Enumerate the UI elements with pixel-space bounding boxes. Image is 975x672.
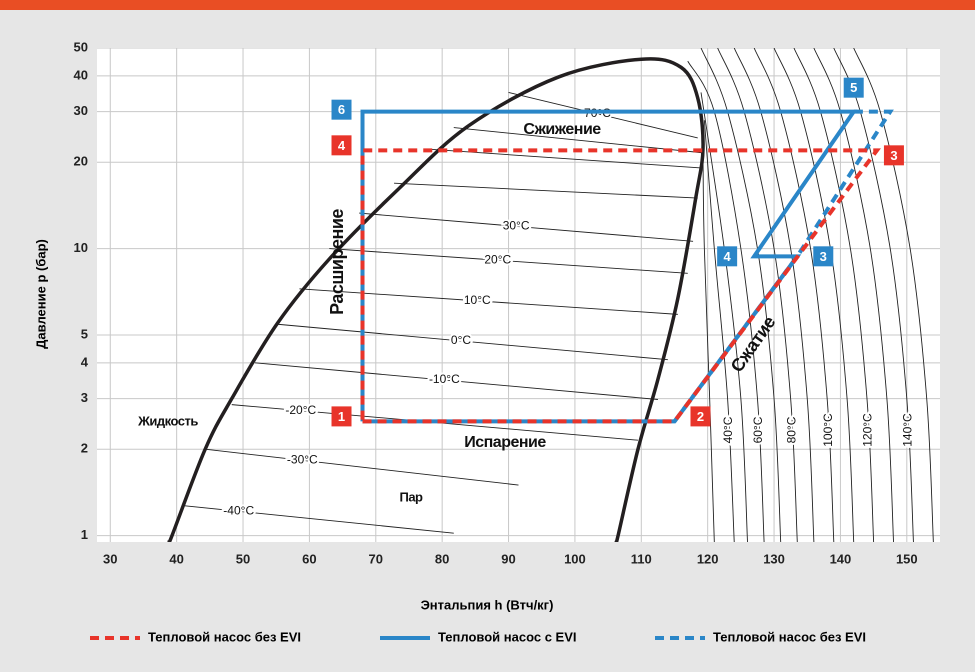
point-label: 4 [724,249,732,264]
x-tick-label: 70 [369,551,383,566]
point-badge [883,145,904,166]
isotherm-label: 80°C [784,416,798,443]
x-tick-label: 140 [830,551,852,566]
isotherm [453,127,702,154]
point-label: 6 [338,102,345,117]
isotherm-label: 120°C [861,413,875,447]
point-badge [331,99,352,120]
y-tick-label: 4 [81,354,89,369]
annotation: Сжижение [523,121,601,138]
y-tick-label: 50 [74,39,88,54]
point-label: 4 [338,138,346,153]
plot-area [97,48,940,542]
isotherm-label: 10°C [464,293,491,307]
isotherm [813,48,894,542]
point-badge [813,246,834,267]
point-badge [331,406,352,427]
isotherm-label: 100°C [821,413,835,447]
point-badge [690,406,711,427]
point-label: 3 [820,249,827,264]
isotherm [793,48,875,542]
isotherm [359,212,694,242]
saturation-curve [166,57,705,542]
isotherm [254,362,658,400]
x-tick-label: 60 [302,551,316,566]
annotation: Расширение [327,209,347,315]
isotherm-label: -10°C [429,372,460,386]
isotherm-label: -40°C [223,503,254,517]
point-badge [843,77,864,98]
x-tick-label: 100 [564,551,586,566]
y-tick-label: 10 [74,240,88,255]
x-tick-label: 40 [169,551,183,566]
isotherm-label: 30°C [503,219,530,233]
point-badge [331,135,352,156]
y-tick-label: 1 [81,527,88,542]
x-tick-label: 130 [763,551,785,566]
plot-layer [97,48,940,542]
isotherm [702,162,715,542]
y-tick-label: 40 [74,67,88,82]
isotherm-label: 40°C [721,416,735,443]
isotherm [508,92,698,139]
isotherm [394,182,698,199]
isotherm [853,48,934,542]
y-tick-label: 30 [74,103,88,118]
isotherm [717,48,798,542]
y-axis-title: Давление p (бар) [33,239,48,349]
y-tick-label: 5 [81,326,88,341]
legend-label: Тепловой насос с EVI [438,629,577,644]
isotherm [753,48,835,542]
isotherm [184,505,454,534]
annotation: Испарение [464,434,546,451]
top-bar [0,0,975,10]
isotherm-label: -20°C [285,403,316,417]
x-tick-label: 110 [631,551,652,566]
x-tick-label: 50 [236,551,250,566]
x-tick-label: 80 [435,551,449,566]
x-axis-title: Энтальпия h (Втч/кг) [421,597,554,612]
isotherm [703,120,735,542]
isotherm-label: -30°C [287,452,318,466]
isotherm [277,323,668,361]
annotation: Пар [399,489,423,504]
point-label: 3 [890,148,897,163]
legend-label: Тепловой насос без EVI [713,629,866,644]
y-tick-label: 2 [81,441,88,456]
cycle-line [360,109,858,424]
isotherm-label: 0°C [451,333,471,347]
y-tick-label: 3 [81,390,88,405]
x-tick-label: 120 [697,551,719,566]
annotation: Жидкость [137,413,198,428]
x-tick-label: 30 [103,551,117,566]
isotherm-label: 140°C [900,413,914,447]
x-tick-label: 90 [501,551,515,566]
isotherm [700,92,748,542]
isotherm [833,48,914,542]
isotherm [329,248,688,274]
isotherm-label: 60°C [751,416,765,443]
isotherm [700,48,782,542]
cycle-line [360,148,881,424]
point-label: 1 [338,409,345,424]
legend-label: Тепловой насос без EVI [148,629,301,644]
cycle-line [672,109,894,423]
point-label: 5 [850,80,857,95]
point-label: 2 [697,409,704,424]
isotherm-label: 20°C [484,252,511,266]
y-tick-label: 20 [74,154,88,169]
point-badge [717,246,738,267]
isotherm [205,448,519,486]
x-tick-label: 150 [896,551,918,566]
